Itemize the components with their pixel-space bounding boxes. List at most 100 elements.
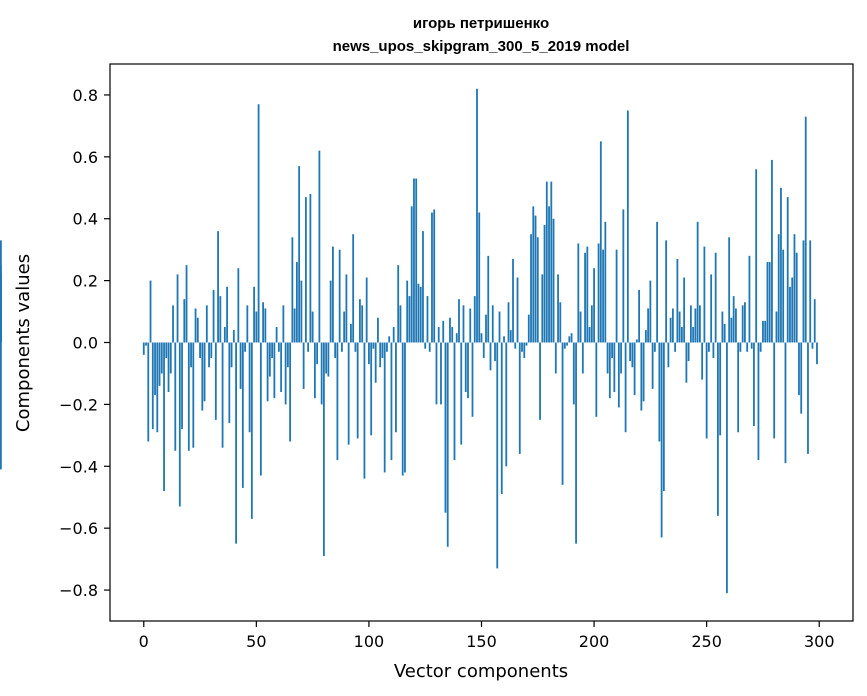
bar <box>311 311 314 343</box>
bar <box>383 342 386 473</box>
bar <box>289 342 292 442</box>
bar <box>280 342 283 393</box>
bar <box>167 342 170 393</box>
bar <box>363 342 366 479</box>
y-tick-label: 0.2 <box>73 272 98 291</box>
x-axis-label: Vector components <box>394 661 568 682</box>
bar <box>174 342 177 451</box>
bar <box>723 323 726 343</box>
x-tick-label: 100 <box>354 632 385 651</box>
x-axis: 0 50 100 150 200 250 300 <box>139 621 835 651</box>
bar <box>552 218 555 343</box>
bar <box>694 308 697 343</box>
bar <box>780 187 782 343</box>
bar <box>295 262 298 343</box>
bar <box>266 342 269 402</box>
bar <box>379 342 382 368</box>
bar <box>680 327 683 343</box>
bar <box>507 302 510 343</box>
bar <box>705 342 708 439</box>
bar <box>572 342 575 405</box>
bar <box>284 342 287 405</box>
bar <box>377 317 379 343</box>
bar <box>154 342 156 396</box>
bar <box>503 336 505 343</box>
bar <box>606 342 609 374</box>
bar <box>689 305 692 343</box>
x-tick-label: 50 <box>246 632 266 651</box>
bar <box>671 308 674 343</box>
bar <box>451 327 454 343</box>
bar <box>687 342 690 362</box>
bar <box>660 342 663 538</box>
bar <box>692 327 695 343</box>
bar <box>410 206 413 343</box>
bar <box>172 305 174 343</box>
bar <box>631 342 634 368</box>
bar <box>523 342 526 358</box>
bar <box>347 342 350 445</box>
bar <box>789 286 791 343</box>
bar <box>509 330 512 343</box>
bar <box>656 221 659 343</box>
bar <box>241 342 244 488</box>
bar <box>662 342 665 492</box>
bar <box>262 302 265 343</box>
bar <box>338 249 341 343</box>
bar <box>593 268 595 343</box>
bar <box>487 255 490 343</box>
bar <box>345 274 348 343</box>
bar <box>433 209 436 343</box>
bar <box>550 181 553 343</box>
bar <box>192 342 195 448</box>
bar <box>685 342 688 383</box>
bar <box>352 234 355 343</box>
bar <box>777 234 780 343</box>
bar <box>455 333 458 343</box>
bar <box>298 166 301 343</box>
bar <box>322 342 325 557</box>
bar <box>259 342 262 476</box>
bar <box>748 255 751 343</box>
bar <box>608 342 611 399</box>
bar <box>730 317 733 343</box>
bar <box>602 249 604 343</box>
y-axis: −0.8 −0.6 −0.4 −0.2 0.0 0.2 0.4 0.6 0.8 <box>59 86 110 600</box>
bar <box>617 342 620 408</box>
bar <box>163 342 165 492</box>
bar <box>521 342 523 352</box>
y-tick-label: 0.6 <box>73 148 98 167</box>
bar <box>151 342 154 430</box>
bar <box>185 265 188 343</box>
bar <box>187 342 190 451</box>
bar <box>525 342 528 346</box>
bar <box>176 274 179 343</box>
bar <box>458 299 460 343</box>
bar <box>719 342 722 436</box>
bar <box>417 283 420 343</box>
y-tick-label: −0.4 <box>59 457 98 476</box>
bar <box>541 274 544 343</box>
bar <box>597 243 600 343</box>
chart-title: игорь петришенко <box>413 15 549 32</box>
bar <box>212 289 215 343</box>
bar <box>365 277 368 343</box>
bar <box>771 159 773 343</box>
bar <box>302 342 305 389</box>
bar <box>795 252 798 343</box>
bar <box>505 342 508 467</box>
bar <box>712 342 715 358</box>
bar <box>498 311 501 343</box>
bar <box>426 296 429 343</box>
bar <box>658 342 661 442</box>
bar <box>422 231 424 343</box>
bar <box>500 342 503 495</box>
bar <box>334 342 337 358</box>
bar <box>816 342 818 365</box>
bar <box>527 314 530 343</box>
bar <box>196 317 199 343</box>
bar <box>446 342 449 547</box>
bar <box>437 327 440 343</box>
bar <box>374 342 377 383</box>
